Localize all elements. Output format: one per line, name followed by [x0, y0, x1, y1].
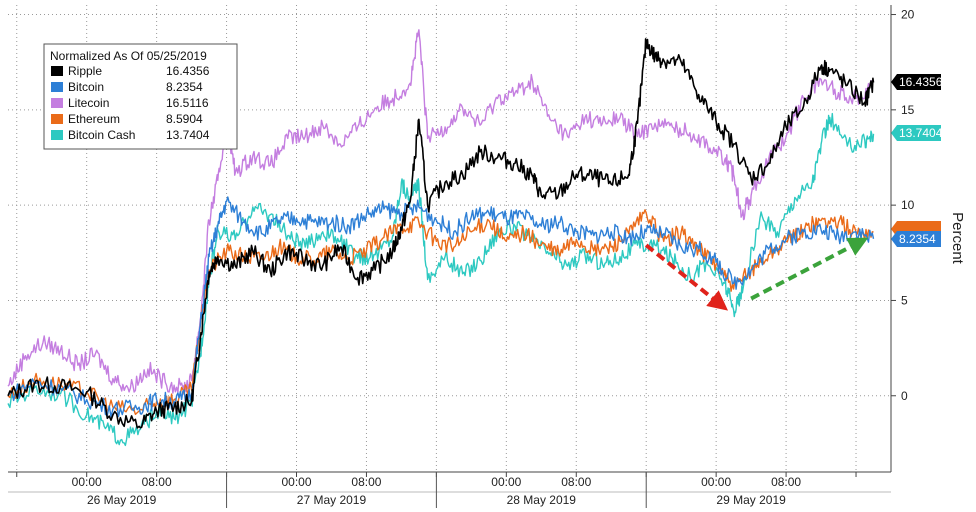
x-time-label: 08:00	[561, 475, 591, 489]
legend-series-value: 16.5116	[166, 96, 209, 110]
legend-swatch	[51, 114, 63, 124]
tag-shape	[891, 231, 941, 247]
legend-item: Bitcoin Cash 13.7404	[51, 128, 210, 142]
x-time-label: 08:00	[142, 475, 172, 489]
x-date-label: 27 May 2019	[297, 493, 367, 507]
y-tick-label: 0	[901, 389, 908, 403]
downtrend-arrow	[644, 243, 729, 311]
x-time-label: 00:00	[281, 475, 311, 489]
legend-swatch	[51, 98, 63, 108]
legend-item: Litecoin 16.5116	[51, 96, 209, 110]
legend-series-name: Ethereum	[68, 112, 120, 126]
legend-series-name: Bitcoin Cash	[68, 128, 135, 142]
legend-title: Normalized As Of 05/25/2019	[50, 49, 207, 63]
last-value-tag-bitcoin-cash: 13.7404	[891, 125, 943, 141]
x-date-label: 29 May 2019	[716, 493, 786, 507]
x-time-label: 00:00	[701, 475, 731, 489]
y-axis-ticks: 0 5 10 15 20	[891, 8, 915, 403]
legend-series-value: 13.7404	[166, 128, 210, 142]
y-tick-label: 20	[901, 8, 915, 22]
legend-series-name: Bitcoin	[68, 80, 104, 94]
y-tick-label: 15	[901, 103, 915, 117]
last-value-tags: 16.4356 13.7404 8.2354	[891, 74, 943, 247]
legend-item: Ethereum 8.5904	[51, 112, 203, 126]
legend-series-name: Litecoin	[68, 96, 109, 110]
legend-item: Ripple 16.4356	[51, 64, 210, 78]
legend-item: Bitcoin 8.2354	[51, 80, 203, 94]
legend-series-name: Ripple	[68, 64, 102, 78]
x-time-label: 00:00	[72, 475, 102, 489]
legend: Normalized As Of 05/25/2019 Ripple 16.435…	[43, 43, 238, 150]
legend-series-value: 16.4356	[166, 64, 210, 78]
y-tick-label: 5	[901, 293, 908, 307]
last-value-tag-bitcoin: 8.2354	[891, 231, 941, 247]
legend-swatch	[51, 66, 63, 76]
series-lines	[7, 29, 875, 447]
tag-shape	[891, 125, 941, 141]
tag-value: 16.4356	[899, 75, 943, 89]
legend-series-value: 8.5904	[166, 112, 203, 126]
legend-box	[43, 43, 238, 150]
x-axis-ticks: 00:00 08:00 00:00 08:00 00:00 08:00 00:00 08:00…	[16, 472, 857, 508]
x-time-label: 08:00	[351, 475, 381, 489]
tag-value: 13.7404	[899, 126, 943, 140]
uptrend-arrow	[750, 237, 869, 301]
tag-value: 8.2354	[899, 232, 936, 246]
trend-arrows	[644, 237, 869, 311]
legend-swatch	[51, 82, 63, 92]
last-value-tag-ripple: 16.4356	[891, 74, 943, 90]
y-tick-label: 10	[901, 198, 915, 212]
x-time-label: 08:00	[771, 475, 801, 489]
x-date-label: 28 May 2019	[507, 493, 577, 507]
series-line-ripple	[7, 38, 875, 429]
series-line-litecoin	[7, 29, 875, 396]
legend-swatch	[51, 130, 63, 140]
x-time-label: 00:00	[491, 475, 521, 489]
legend-series-value: 8.2354	[166, 80, 203, 94]
x-date-label: 26 May 2019	[87, 493, 157, 507]
tag-shape	[891, 74, 941, 90]
y-axis-label: Percent	[949, 212, 966, 265]
